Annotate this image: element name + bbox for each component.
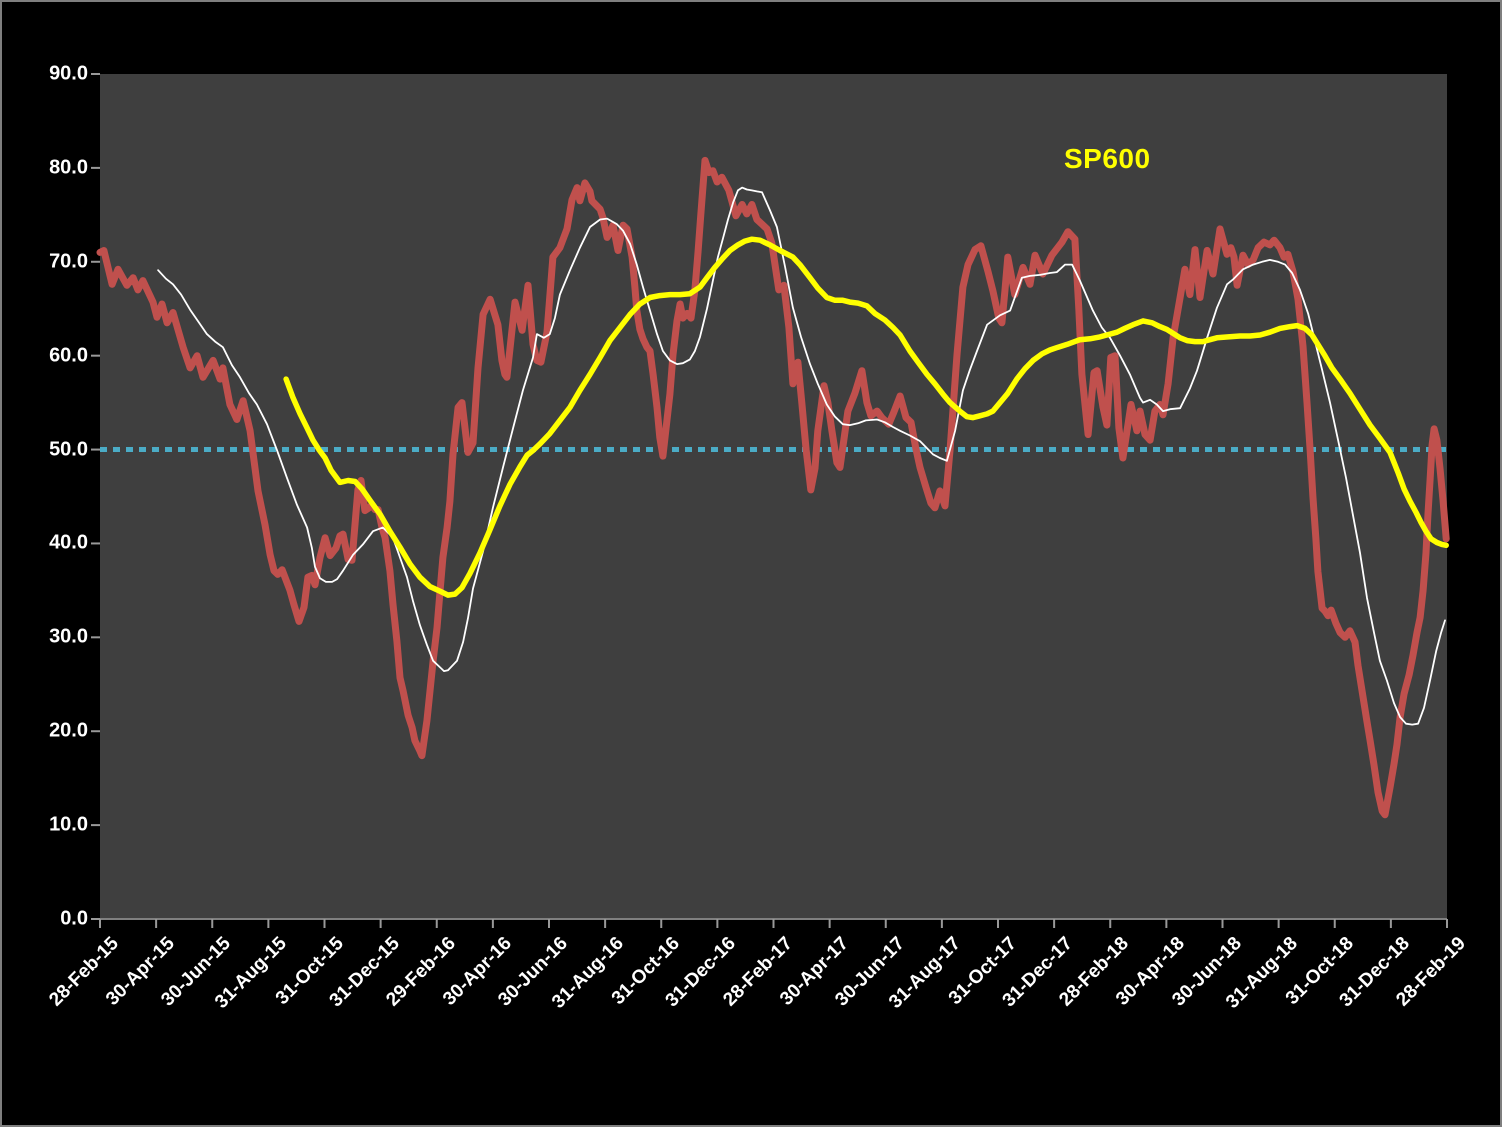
series-yellow-long-moving-average (283, 236, 1449, 598)
y-axis-tick-label: 90.0 (49, 62, 88, 85)
y-axis-tick-label: 0.0 (60, 907, 88, 930)
y-axis-tick-label: 50.0 (49, 438, 88, 461)
series-annotation-sp600: SP600 (1064, 143, 1151, 174)
series-white-short-moving-average (157, 186, 1446, 726)
y-axis-tick-label: 80.0 (49, 156, 88, 179)
y-axis-tick-label: 20.0 (49, 719, 88, 742)
plot-area (100, 74, 1447, 919)
y-axis-tick-label: 10.0 (49, 813, 88, 836)
y-axis-tick-label: 30.0 (49, 625, 88, 648)
y-axis-tick-label: 70.0 (49, 250, 88, 273)
y-axis-tick-label: 40.0 (49, 531, 88, 554)
series-red-weekly-indicator (96, 156, 1450, 819)
y-axis-tick-label: 60.0 (49, 344, 88, 367)
